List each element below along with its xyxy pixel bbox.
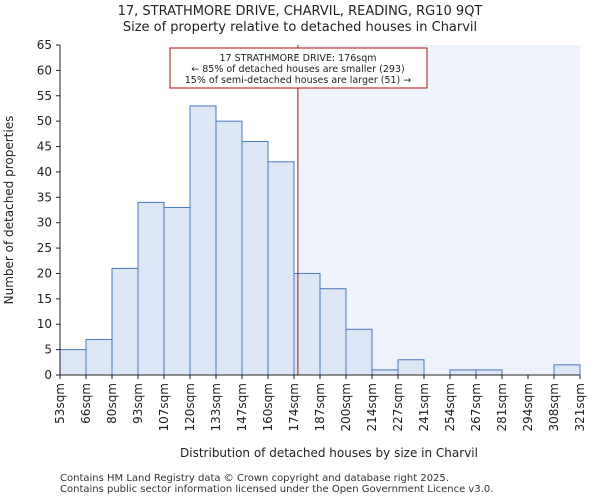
- y-tick-label: 15: [37, 292, 52, 306]
- x-tick-label: 93sqm: [131, 383, 145, 424]
- histogram-bar: [241, 140, 269, 376]
- x-tick-label: 160sqm: [261, 383, 275, 431]
- histogram-bar: [371, 369, 399, 376]
- histogram-bar: [215, 120, 243, 376]
- x-tick-label: 308sqm: [547, 383, 561, 431]
- x-tick-label: 120sqm: [183, 383, 197, 431]
- y-tick-label: 5: [44, 343, 52, 357]
- annotation-line2: ← 85% of detached houses are smaller (29…: [191, 64, 404, 75]
- x-tick-label: 174sqm: [287, 383, 301, 431]
- x-tick-label: 200sqm: [339, 383, 353, 431]
- histogram-bar: [267, 161, 295, 376]
- x-tick-label: 133sqm: [209, 383, 223, 431]
- annotation-line1: 17 STRATHMORE DRIVE: 176sqm: [220, 53, 377, 64]
- y-tick-label: 55: [37, 89, 52, 103]
- x-tick-label: 53sqm: [53, 383, 67, 424]
- histogram-bar: [345, 328, 373, 376]
- histogram-bar: [449, 369, 477, 376]
- x-tick-label: 241sqm: [417, 383, 431, 431]
- y-tick-label: 50: [37, 114, 52, 128]
- y-tick-label: 10: [37, 317, 52, 331]
- chart-subtitle: Size of property relative to detached ho…: [122, 20, 478, 35]
- x-tick-label: 294sqm: [521, 383, 535, 431]
- x-axis-label: Distribution of detached houses by size …: [180, 446, 478, 460]
- chart-title: 17, STRATHMORE DRIVE, CHARVIL, READING, …: [117, 4, 483, 19]
- x-tick-label: 267sqm: [469, 383, 483, 431]
- histogram-bar: [397, 359, 425, 376]
- annotation-line3: 15% of semi-detached houses are larger (…: [185, 75, 412, 86]
- histogram-bar: [319, 288, 347, 376]
- y-tick-label: 30: [37, 216, 52, 230]
- histogram-bar: [59, 349, 87, 376]
- x-tick-label: 227sqm: [391, 383, 405, 431]
- x-tick-label: 254sqm: [443, 383, 457, 431]
- footer-line-2: Contains public sector information licen…: [60, 484, 494, 495]
- x-tick-label: 80sqm: [105, 383, 119, 424]
- x-tick-label: 147sqm: [235, 383, 249, 431]
- y-tick-label: 0: [44, 368, 52, 382]
- x-tick-label: 321sqm: [573, 383, 587, 431]
- x-tick-label: 214sqm: [365, 383, 379, 431]
- histogram-bar: [189, 105, 217, 376]
- x-tick-label: 281sqm: [495, 383, 509, 431]
- footer-line-1: Contains HM Land Registry data © Crown c…: [60, 473, 449, 484]
- y-tick-label: 45: [37, 140, 52, 154]
- x-tick-label: 187sqm: [313, 383, 327, 431]
- y-tick-label: 20: [37, 266, 52, 280]
- histogram-bar: [553, 364, 581, 376]
- y-tick-label: 65: [37, 38, 52, 52]
- histogram-bar: [111, 267, 139, 376]
- x-tick-label: 107sqm: [157, 383, 171, 431]
- histogram-bar: [137, 201, 165, 376]
- y-tick-label: 35: [37, 190, 52, 204]
- y-tick-label: 40: [37, 165, 52, 179]
- annotation-box: [169, 47, 428, 89]
- y-axis-label: Number of detached properties: [2, 116, 16, 305]
- y-tick-label: 60: [37, 63, 52, 77]
- x-tick-label: 66sqm: [79, 383, 93, 424]
- histogram-bar: [475, 369, 503, 376]
- histogram-bar: [163, 206, 191, 376]
- histogram-bar: [85, 338, 113, 376]
- y-tick-label: 25: [37, 241, 52, 255]
